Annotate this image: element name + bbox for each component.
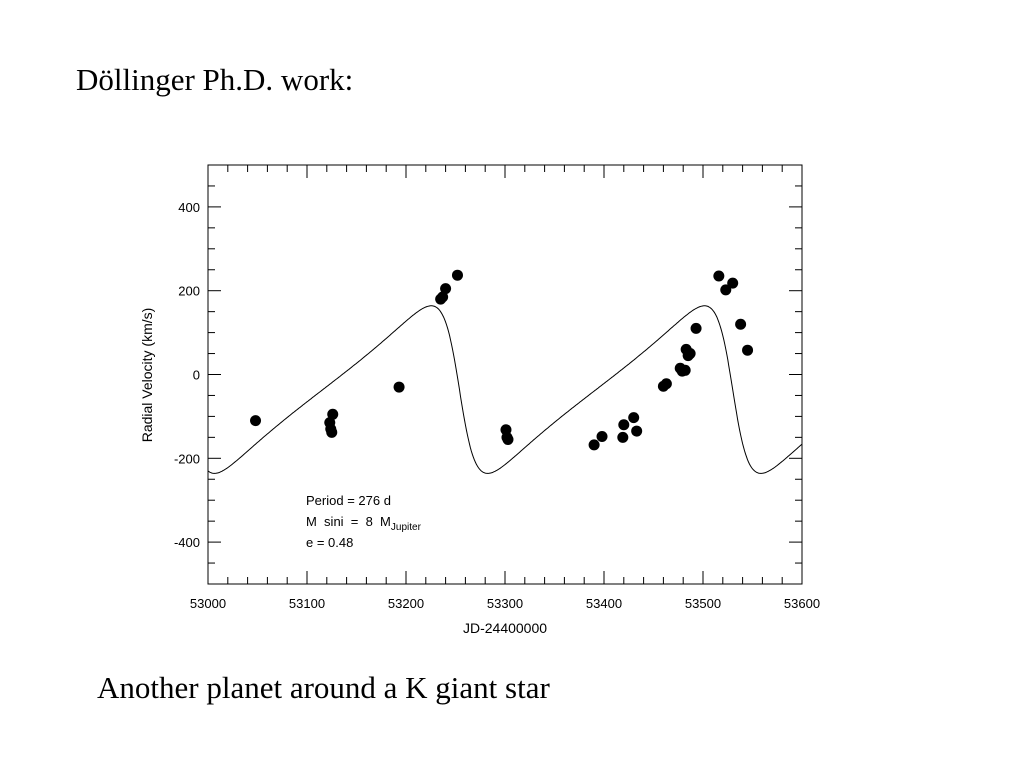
x-tick-label: 53000 xyxy=(190,596,226,611)
data-point xyxy=(660,378,672,390)
data-point xyxy=(727,277,739,289)
x-tick-label: 53500 xyxy=(685,596,721,611)
y-tick-label: -200 xyxy=(174,451,200,466)
data-point xyxy=(690,322,702,334)
data-point xyxy=(326,426,338,438)
annotation-msini-sub: Jupiter xyxy=(391,522,422,533)
data-point xyxy=(617,431,629,443)
data-point xyxy=(393,381,405,393)
data-point xyxy=(437,291,449,303)
slide-title: Döllinger Ph.D. work: xyxy=(76,62,354,97)
data-point xyxy=(250,415,262,427)
tick-labels: 53000 53100 53200 53300 53400 53500 53600 -400 -… xyxy=(174,200,820,611)
data-point xyxy=(596,431,608,443)
axis-ticks xyxy=(207,164,803,585)
data-points xyxy=(250,269,754,451)
x-tick-label: 53400 xyxy=(586,596,622,611)
data-point xyxy=(631,425,643,437)
data-point xyxy=(742,344,754,356)
data-point xyxy=(502,433,514,445)
x-tick-label: 53200 xyxy=(388,596,424,611)
x-tick-label: 53300 xyxy=(487,596,523,611)
x-tick-label: 53100 xyxy=(289,596,325,611)
y-axis-label: Radial Velocity (km/s) xyxy=(139,308,155,443)
y-tick-label: -400 xyxy=(174,535,200,550)
fit-annotation: Period = 276 d M sini = 8 MJupiter e = 0… xyxy=(306,493,422,550)
data-point xyxy=(618,419,630,431)
data-point xyxy=(588,439,600,451)
data-point xyxy=(720,284,732,296)
orbit-fit-curve xyxy=(207,305,803,474)
x-tick-label: 53600 xyxy=(784,596,820,611)
data-point xyxy=(735,318,747,330)
annotation-eccentricity: e = 0.48 xyxy=(306,535,353,550)
y-tick-label: 400 xyxy=(178,200,200,215)
data-point xyxy=(327,408,339,420)
annotation-msini: M sini = 8 MJupiter xyxy=(306,514,422,533)
data-point xyxy=(679,364,691,376)
y-tick-label: 0 xyxy=(193,368,200,383)
data-point xyxy=(451,269,463,281)
data-point xyxy=(684,348,696,360)
y-tick-label: 200 xyxy=(178,284,200,299)
annotation-period: Period = 276 d xyxy=(306,493,391,508)
plot-frame xyxy=(207,164,803,585)
annotation-msini-main: M sini = 8 M xyxy=(306,514,391,529)
slide-caption: Another planet around a K giant star xyxy=(97,670,550,705)
data-point xyxy=(628,412,640,424)
x-axis-label: JD-24400000 xyxy=(463,620,547,636)
data-point xyxy=(713,270,725,282)
data-point xyxy=(440,283,452,295)
